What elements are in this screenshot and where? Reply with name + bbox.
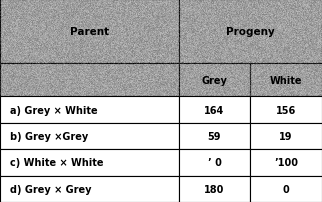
Text: 156: 156 <box>276 105 296 115</box>
Text: 164: 164 <box>204 105 224 115</box>
Bar <box>0 149 179 176</box>
Bar <box>0 176 179 202</box>
Text: ’ 0: ’ 0 <box>207 158 222 168</box>
Text: b) Grey ×Grey: b) Grey ×Grey <box>10 131 88 141</box>
Text: ’100: ’100 <box>274 158 298 168</box>
Bar <box>179 123 250 149</box>
Bar <box>179 149 250 176</box>
Bar <box>250 64 322 97</box>
Bar <box>179 64 250 97</box>
Bar <box>179 0 322 64</box>
Text: Grey: Grey <box>202 75 227 85</box>
Text: 19: 19 <box>279 131 293 141</box>
Text: 180: 180 <box>204 184 225 194</box>
Bar <box>0 0 179 64</box>
Bar <box>250 97 322 123</box>
Text: c) White × White: c) White × White <box>10 158 103 168</box>
Bar <box>0 64 179 97</box>
Bar <box>0 123 179 149</box>
Bar <box>250 123 322 149</box>
Text: a) Grey × White: a) Grey × White <box>10 105 97 115</box>
Text: 59: 59 <box>208 131 221 141</box>
Bar <box>179 176 250 202</box>
Bar <box>179 97 250 123</box>
Bar <box>250 176 322 202</box>
Text: White: White <box>270 75 302 85</box>
Text: Progeny: Progeny <box>226 27 275 37</box>
Text: 0: 0 <box>283 184 289 194</box>
Bar <box>0 97 179 123</box>
Text: d) Grey × Grey: d) Grey × Grey <box>10 184 91 194</box>
Text: Parent: Parent <box>70 27 109 37</box>
Bar <box>250 149 322 176</box>
